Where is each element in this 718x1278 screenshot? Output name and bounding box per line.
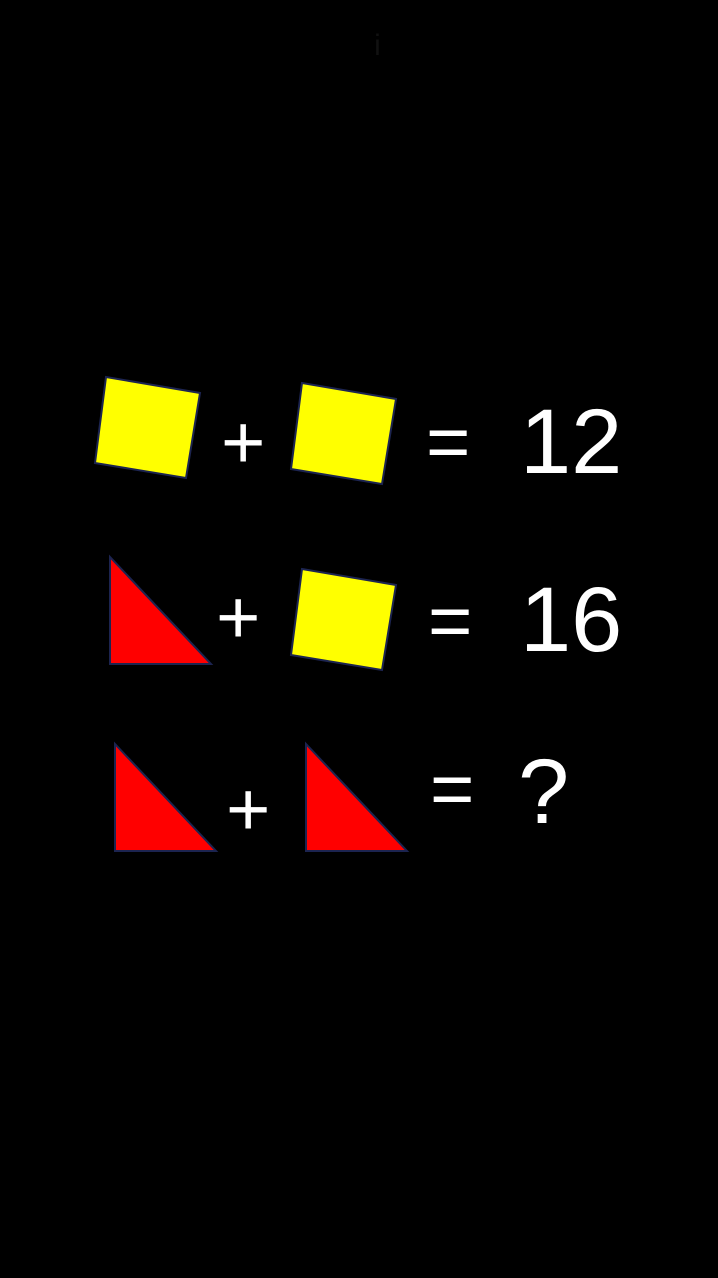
plus-operator: + <box>221 400 266 485</box>
equals-operator: = <box>426 400 471 485</box>
red-triangle-icon <box>305 741 410 852</box>
equation-result: 12 <box>520 391 623 493</box>
yellow-square-icon <box>289 381 398 486</box>
equals-operator: = <box>430 747 475 832</box>
yellow-square-icon <box>93 375 202 480</box>
top-mark: i <box>374 29 381 62</box>
red-triangle-icon <box>109 554 214 665</box>
equals-operator: = <box>428 579 473 664</box>
unknown-result: ? <box>518 741 570 843</box>
red-triangle-icon <box>114 741 219 852</box>
equation-result: 16 <box>520 569 623 671</box>
yellow-square-icon <box>289 567 398 672</box>
plus-operator: + <box>216 575 261 660</box>
plus-operator: + <box>226 767 271 852</box>
